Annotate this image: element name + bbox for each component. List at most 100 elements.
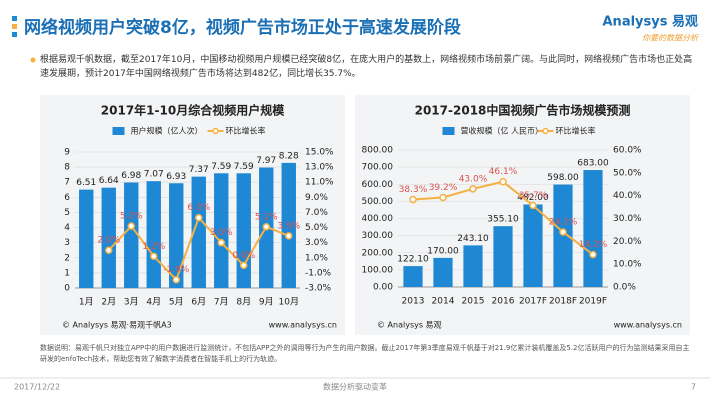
- bar: [79, 189, 94, 288]
- line-label: 38.3%: [399, 185, 428, 195]
- bar-label: 122.10: [397, 255, 429, 265]
- x-tick-label: 2017F: [519, 297, 547, 307]
- y-tick-label: 500.00: [362, 197, 394, 207]
- x-tick-label: 3月: [124, 297, 139, 308]
- x-tick-label: 4月: [146, 297, 161, 308]
- bar-label: 598.00: [547, 173, 579, 183]
- y2-tick-label: 30.0%: [613, 214, 642, 224]
- legend-label: 用户规模（亿人次）: [131, 126, 203, 136]
- y-tick-label: 5: [64, 208, 70, 218]
- y2-tick-label: 40.0%: [613, 191, 642, 201]
- deco: [12, 32, 17, 37]
- page-title: 网络视频用户突破8亿，视频广告市场正处于高速发展阶段: [24, 17, 461, 38]
- legend-label: 营收规模（亿 人民币）: [461, 126, 544, 136]
- line-label: 3.9%: [277, 221, 300, 231]
- line-label: 3.0%: [210, 228, 233, 238]
- line-marker: [499, 177, 507, 186]
- source-url: www.analysys.cn: [614, 321, 682, 330]
- bar: [191, 176, 206, 288]
- y2-tick-label: 5.0%: [305, 223, 328, 233]
- line-marker: [127, 222, 135, 230]
- y2-tick-label: 11.0%: [305, 178, 334, 188]
- deco: [12, 24, 17, 29]
- bar-label: 243.10: [457, 234, 489, 244]
- bar: [433, 257, 453, 287]
- x-tick-label: 2月: [101, 297, 116, 308]
- bar-label: 7.07: [144, 170, 164, 180]
- y2-tick-label: 60.0%: [613, 146, 642, 156]
- y-tick-label: 9: [64, 148, 70, 158]
- x-tick-label: 10月: [279, 297, 299, 308]
- y-tick-label: 2: [64, 253, 70, 263]
- legend-swatch: [542, 127, 549, 135]
- line-marker: [217, 238, 225, 247]
- bar-label: 6.93: [166, 172, 186, 182]
- y-tick-label: 0: [64, 284, 70, 294]
- bar: [553, 184, 573, 287]
- bar: [101, 187, 116, 288]
- x-tick-label: 6月: [191, 297, 206, 308]
- line-label: 1.2%: [142, 242, 165, 252]
- bar-label: 7.97: [256, 156, 276, 166]
- x-tick-label: 7月: [214, 297, 229, 308]
- y2-tick-label: 7.0%: [305, 208, 328, 218]
- chart-title: 2017年1-10月综合视频用户规模: [101, 103, 285, 118]
- line-marker: [195, 213, 203, 222]
- x-tick-label: 2019F: [579, 297, 607, 307]
- bar-label: 8.28: [279, 151, 299, 161]
- bar-label: 6.51: [76, 178, 96, 188]
- line-label: 2.0%: [97, 236, 120, 246]
- bar-label: 6.64: [99, 176, 119, 186]
- bar: [236, 173, 251, 288]
- bar: [124, 182, 139, 288]
- x-tick-label: 5月: [169, 297, 184, 308]
- bar: [583, 170, 603, 287]
- x-tick-label: 1月: [79, 297, 94, 308]
- bar: [169, 183, 184, 288]
- y2-tick-label: 15.0%: [305, 148, 334, 158]
- y2-tick-label: 9.0%: [305, 193, 328, 203]
- x-tick-label: 2014: [432, 297, 455, 307]
- y2-tick-label: -3.0%: [305, 284, 332, 294]
- line-label: 24.1%: [549, 217, 578, 227]
- x-tick-label: 2015: [462, 297, 485, 307]
- bullet-dot: [30, 57, 36, 63]
- x-tick-label: 2018F: [549, 297, 577, 307]
- line-label: 43.0%: [459, 174, 488, 184]
- y2-tick-label: 13.0%: [305, 163, 334, 173]
- line-marker: [285, 232, 293, 240]
- line-label: 35.7%: [519, 191, 548, 201]
- y-tick-label: 1: [64, 268, 70, 278]
- y2-tick-label: 1.0%: [305, 253, 328, 263]
- page-number: 7: [691, 383, 696, 392]
- y-tick-label: 7: [64, 178, 70, 188]
- bar: [214, 173, 229, 288]
- panel: [355, 95, 690, 335]
- bar-label: 7.59: [234, 162, 254, 172]
- y-tick-label: 3: [64, 238, 70, 248]
- tagline: 你要的数据分析: [642, 34, 699, 43]
- line-marker: [150, 252, 158, 261]
- y2-tick-label: 50.0%: [613, 168, 642, 178]
- bar: [493, 226, 513, 287]
- line-label: 6.3%: [187, 203, 210, 213]
- line-marker: [262, 223, 270, 231]
- y-tick-label: 4: [64, 223, 70, 233]
- y-tick-label: 800.00: [362, 146, 394, 156]
- y-tick-label: 8: [64, 163, 70, 173]
- source: © Analysys 易观·易观千帆A3: [62, 320, 172, 330]
- bar: [463, 245, 483, 287]
- line-label: 0.0%: [232, 251, 255, 261]
- line-marker: [105, 246, 113, 254]
- legend-swatch: [212, 127, 219, 135]
- y-tick-label: 200.00: [362, 248, 394, 258]
- y2-tick-label: 10.0%: [613, 260, 642, 270]
- footer-date: 2017/12/22: [14, 383, 60, 392]
- bar-label: 482.00: [517, 193, 549, 203]
- legend-swatch: [112, 127, 125, 135]
- x-tick-label: 2016: [492, 297, 515, 307]
- line-marker: [172, 275, 180, 284]
- line-label: -1.9%: [163, 265, 190, 275]
- bar-label: 355.10: [487, 215, 519, 225]
